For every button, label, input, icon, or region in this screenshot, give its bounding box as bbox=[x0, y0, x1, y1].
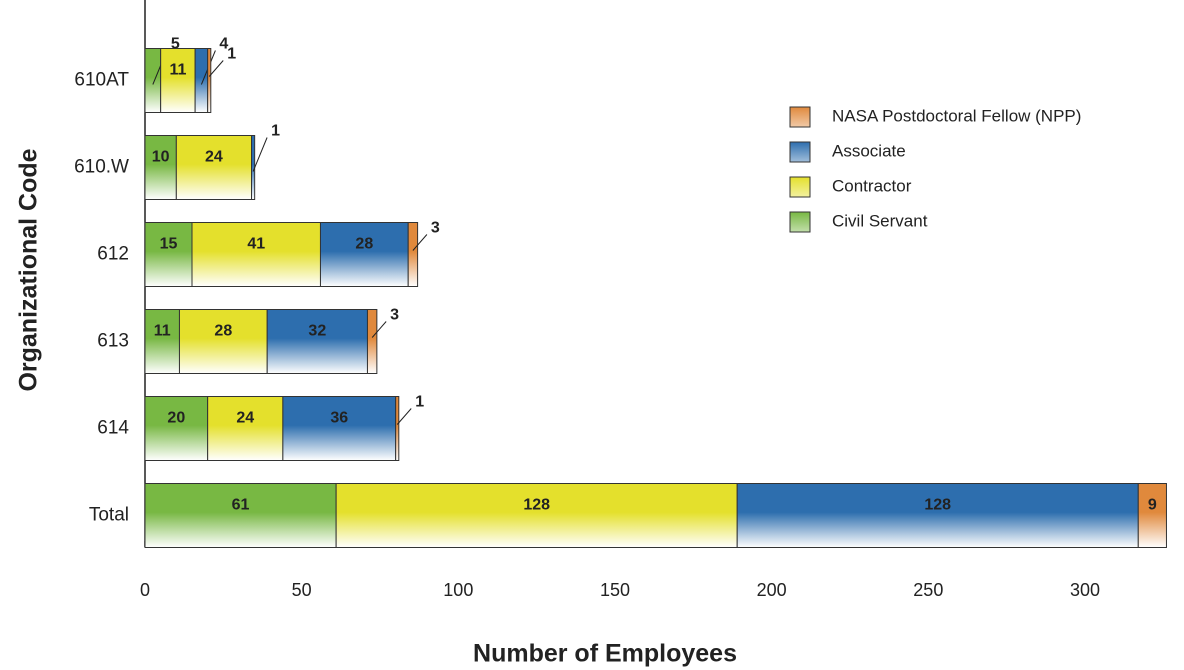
data-label: 20 bbox=[167, 410, 185, 427]
legend-label: Associate bbox=[832, 141, 906, 160]
bar-segment bbox=[160, 48, 196, 113]
bar-segment bbox=[407, 222, 419, 287]
data-label: 1 bbox=[271, 123, 280, 140]
data-label: 3 bbox=[390, 307, 399, 324]
leader-line bbox=[252, 137, 268, 172]
y-tick-label: 614 bbox=[97, 418, 129, 439]
leader-line bbox=[412, 234, 428, 251]
leader-line bbox=[208, 60, 224, 77]
bar-segment bbox=[191, 222, 321, 287]
bar-segment bbox=[144, 48, 162, 113]
data-label: 24 bbox=[205, 149, 223, 166]
x-tick-label: 250 bbox=[913, 580, 943, 600]
bar-segment bbox=[144, 222, 193, 287]
legend-label: NASA Postdoctoral Fellow (NPP) bbox=[832, 106, 1081, 125]
legend-swatch bbox=[789, 211, 811, 233]
data-label: 1 bbox=[227, 46, 236, 63]
data-label: 36 bbox=[330, 410, 348, 427]
bar-segment bbox=[282, 396, 397, 461]
bar-segment bbox=[736, 483, 1139, 548]
bar-segment bbox=[207, 396, 284, 461]
y-tick-label: Total bbox=[89, 505, 129, 526]
data-label: 128 bbox=[523, 497, 550, 514]
bar-segment bbox=[144, 396, 209, 461]
y-tick-label: 612 bbox=[97, 244, 129, 265]
bar-segment bbox=[144, 483, 337, 548]
bar-segment bbox=[144, 135, 177, 200]
bar-segment bbox=[178, 309, 268, 374]
data-label: 10 bbox=[152, 149, 170, 166]
bar-segment bbox=[319, 222, 409, 287]
x-tick-label: 0 bbox=[140, 580, 150, 600]
y-tick-label: 613 bbox=[97, 331, 129, 352]
x-tick-label: 50 bbox=[292, 580, 312, 600]
leader-line bbox=[396, 408, 412, 425]
x-tick-label: 300 bbox=[1070, 580, 1100, 600]
y-tick-label: 610.W bbox=[74, 157, 129, 178]
x-tick-label: 150 bbox=[600, 580, 630, 600]
data-label: 32 bbox=[308, 323, 326, 340]
bar-segment bbox=[395, 396, 400, 461]
bar-segment bbox=[207, 48, 212, 113]
data-label: 11 bbox=[169, 62, 186, 79]
legend-swatch bbox=[789, 176, 811, 198]
data-label: 24 bbox=[236, 410, 254, 427]
legend-swatch bbox=[789, 141, 811, 163]
bar-segment bbox=[251, 135, 256, 200]
bar-segment bbox=[175, 135, 253, 200]
data-label: 11 bbox=[154, 323, 171, 340]
legend-swatch bbox=[789, 106, 811, 128]
data-label: 61 bbox=[232, 497, 250, 514]
data-label: 15 bbox=[160, 236, 178, 253]
bar-segment bbox=[266, 309, 368, 374]
legend-label: Civil Servant bbox=[832, 211, 928, 230]
data-label: 1 bbox=[415, 394, 424, 411]
bar-segment bbox=[335, 483, 738, 548]
x-tick-label: 200 bbox=[757, 580, 787, 600]
bar-segment bbox=[1137, 483, 1167, 548]
bar-segment bbox=[194, 48, 209, 113]
data-label: 9 bbox=[1148, 497, 1157, 514]
bar-segment bbox=[366, 309, 378, 374]
y-tick-label: 610AT bbox=[74, 70, 129, 91]
data-label: 5 bbox=[171, 36, 180, 53]
data-label: 28 bbox=[355, 236, 373, 253]
x-tick-label: 100 bbox=[443, 580, 473, 600]
x-axis-title: Number of Employees bbox=[473, 640, 737, 668]
data-label: 28 bbox=[214, 323, 232, 340]
legend-label: Contractor bbox=[832, 176, 912, 195]
data-label: 128 bbox=[924, 497, 951, 514]
y-axis-title: Organizational Code bbox=[15, 148, 43, 391]
bar-segment bbox=[144, 309, 180, 374]
data-label: 4 bbox=[219, 36, 228, 53]
leader-line bbox=[371, 321, 387, 338]
data-label: 41 bbox=[247, 236, 265, 253]
data-label: 3 bbox=[431, 220, 440, 237]
